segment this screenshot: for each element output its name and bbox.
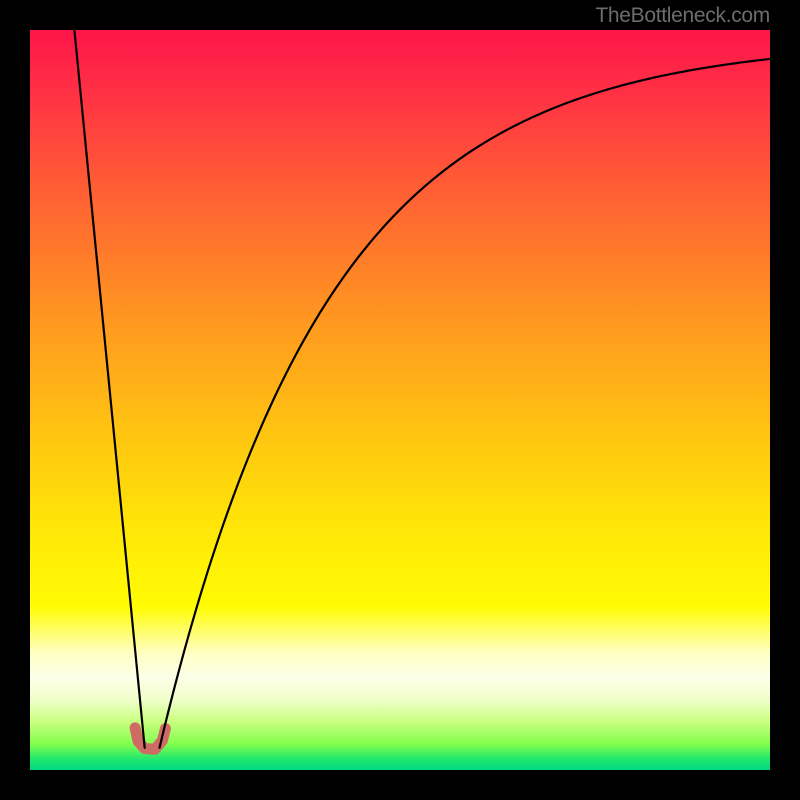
curve-layer: [30, 30, 770, 770]
curve-right-ascent: [160, 57, 771, 747]
curve-left-descent: [74, 30, 144, 748]
watermark-text: TheBottleneck.com: [595, 4, 770, 28]
chart-frame: TheBottleneck.com: [0, 0, 800, 800]
plot-area: [30, 30, 770, 770]
